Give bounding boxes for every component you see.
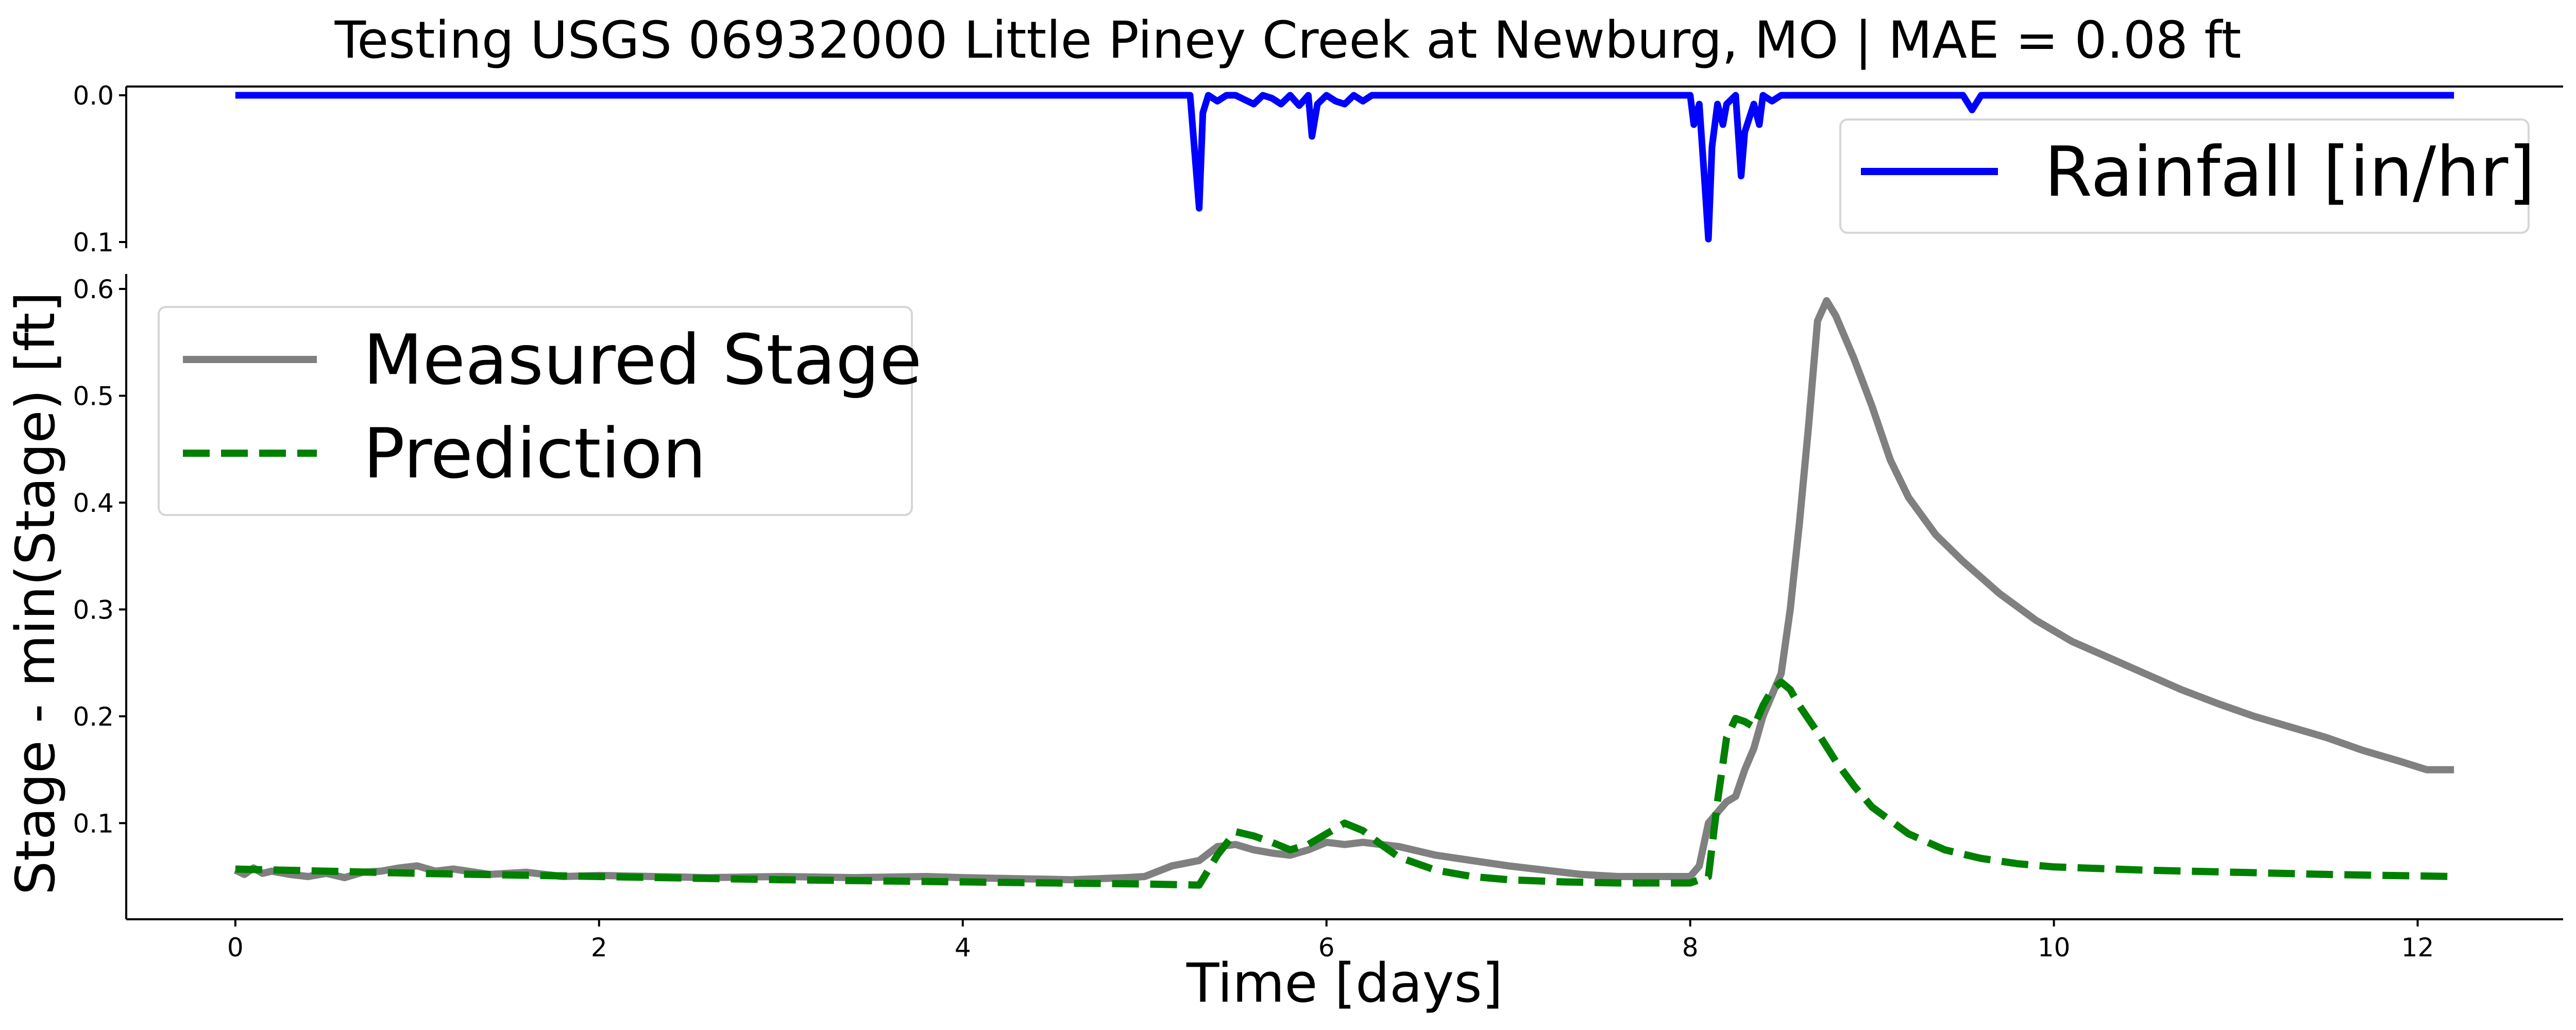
stage-y-tick-label: 0.5 <box>73 381 114 411</box>
rainfall-legend-label: Rainfall [in/hr] <box>2044 132 2535 212</box>
rainfall-legend: Rainfall [in/hr] <box>1839 118 2535 234</box>
rainfall-y-ticks: 0.0 0.1 <box>73 81 126 258</box>
y-axis-title: Stage - min(Stage) [ft] <box>4 291 67 895</box>
rainfall-y-tick-label: 0.0 <box>73 81 114 111</box>
stage-legend: Measured Stage Prediction <box>158 306 922 516</box>
rainfall-y-tick-label: 0.1 <box>73 228 114 258</box>
rainfall-legend-box <box>1839 118 2530 234</box>
stage-x-tick-label: 8 <box>1682 933 1699 963</box>
stage-y-tick-label: 0.1 <box>73 809 114 838</box>
stage-y-tick-label: 0.6 <box>73 274 114 304</box>
stage-y-tick-label: 0.3 <box>73 595 114 625</box>
stage-y-ticks: 0.1 0.2 0.3 0.4 0.5 0.6 <box>73 274 126 838</box>
stage-x-tick-label: 4 <box>955 933 971 963</box>
stage-series-layer <box>233 297 2454 889</box>
stage-x-tick-label: 12 <box>2401 933 2434 963</box>
figure-title: Testing USGS 06932000 Little Piney Creek… <box>334 11 2242 70</box>
stage-x-tick-label: 10 <box>2038 933 2071 963</box>
stage-y-tick-label: 0.2 <box>73 702 114 732</box>
rainfall-panel: 0.0 0.1 Rainfall [in/hr] <box>73 81 2563 258</box>
stage-legend-box <box>158 306 913 516</box>
prediction-line <box>235 678 2454 889</box>
measured-stage-line <box>233 297 2454 884</box>
stage-x-tick-label: 2 <box>591 933 607 963</box>
rainfall-series-layer <box>235 92 2454 243</box>
stage-panel: 0.1 0.2 0.3 0.4 0.5 0.6 0 2 4 6 8 10 12 Time [days]… <box>4 274 2563 1015</box>
stage-x-tick-label: 6 <box>1318 933 1335 963</box>
prediction-legend-label: Prediction <box>363 414 706 494</box>
stage-y-tick-label: 0.4 <box>73 488 114 518</box>
x-axis-title: Time [days] <box>1186 952 1503 1015</box>
stage-x-ticks: 0 2 4 6 8 10 12 <box>227 919 2434 963</box>
rainfall-line <box>235 92 2454 243</box>
measured-legend-label: Measured Stage <box>363 320 922 400</box>
stage-x-tick-label: 0 <box>227 933 244 963</box>
